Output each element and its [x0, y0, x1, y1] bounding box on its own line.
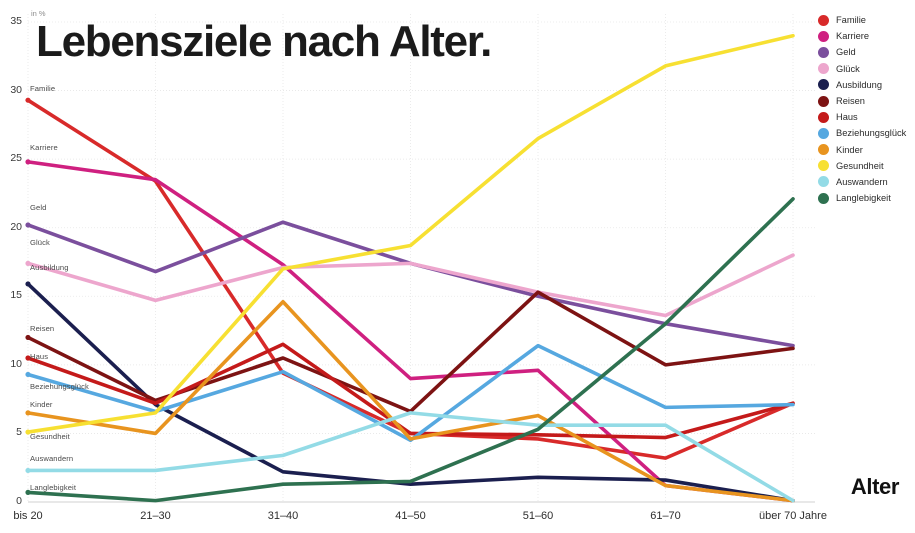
legend-color-swatch-icon	[818, 176, 829, 188]
legend-color-swatch-icon	[818, 111, 829, 123]
inline-series-label: Ausbildung	[30, 263, 69, 272]
legend-color-swatch-icon	[818, 192, 829, 204]
legend-item[interactable]: Auswandern	[818, 174, 906, 190]
legend-color-swatch-icon	[818, 95, 829, 107]
x-axis-tick-label: 51–60	[522, 510, 554, 522]
legend-item[interactable]: Karriere	[818, 28, 906, 44]
legend-color-swatch-icon	[818, 30, 829, 42]
y-axis-tick-label: 15	[10, 289, 22, 302]
x-axis-tick-label: 21–30	[140, 510, 171, 522]
x-gridlines	[27, 14, 815, 503]
y-axis-tick-label: 35	[10, 15, 22, 27]
x-axis-tick-label: 31–40	[267, 510, 299, 522]
legend-item-label: Langlebigkeit	[836, 193, 891, 204]
legend-item[interactable]: Langlebigkeit	[818, 190, 906, 206]
inline-series-label: Beziehungsglück	[30, 382, 89, 391]
legend-item-label: Glück	[836, 63, 860, 74]
inline-series-label: Haus	[30, 352, 49, 361]
y-axis-tick-label: 30	[10, 83, 22, 96]
y-axis-tick-label: 5	[16, 426, 22, 439]
legend-item-label: Geld	[836, 47, 856, 58]
legend-item[interactable]: Kinder	[818, 142, 906, 158]
inline-series-label: Karriere	[30, 143, 58, 152]
y-axis-tick-label: 25	[10, 152, 22, 165]
legend-color-swatch-icon	[818, 79, 829, 91]
legend-item-label: Haus	[836, 112, 858, 123]
legend-item[interactable]: Gesundheit	[818, 158, 906, 174]
inline-series-label: Kinder	[30, 400, 53, 409]
legend-item[interactable]: Familie	[818, 12, 906, 28]
legend-item-label: Auswandern	[836, 176, 888, 187]
x-axis-tick-label: 41–50	[395, 510, 426, 522]
legend-item[interactable]: Glück	[818, 61, 906, 77]
legend-item-label: Gesundheit	[836, 160, 884, 171]
series-lines	[26, 33, 795, 503]
legend-color-swatch-icon	[818, 46, 829, 58]
page-title: Lebensziele nach Alter.	[36, 17, 492, 66]
y-axis-tick-label: 20	[10, 220, 22, 233]
x-axis-tick-label: über 70 Jahre	[759, 510, 827, 522]
legend: Familie Karriere Geld Glück Ausbildung Reisen…	[818, 12, 906, 206]
legend-item-label: Ausbildung	[836, 79, 883, 90]
legend-item[interactable]: Ausbildung	[818, 77, 906, 93]
series-start-dots	[25, 97, 31, 495]
inline-series-label: Gesundheit	[30, 432, 70, 441]
legend-color-swatch-icon	[818, 160, 829, 172]
legend-color-swatch-icon	[818, 144, 829, 156]
legend-color-swatch-icon	[818, 63, 829, 75]
inline-series-label: Geld	[30, 203, 47, 212]
legend-item-label: Karriere	[836, 31, 870, 42]
legend-item-label: Beziehungsglück	[836, 128, 907, 139]
x-axis-tick-label: bis 20	[13, 510, 43, 522]
inline-series-label: Familie	[30, 84, 56, 93]
legend-item[interactable]: Haus	[818, 109, 906, 125]
x-axis-title: Alter	[850, 474, 900, 499]
inline-series-label: Langlebigkeit	[30, 483, 77, 492]
legend-item[interactable]: Geld	[818, 44, 906, 60]
legend-item-label: Kinder	[836, 144, 863, 155]
y-axis-tick-label: 0	[16, 495, 22, 507]
legend-item-label: Reisen	[836, 96, 865, 107]
inline-series-label: Auswandern	[30, 454, 74, 463]
legend-color-swatch-icon	[818, 14, 829, 26]
y-axis-tick-label: 10	[10, 357, 22, 370]
legend-color-swatch-icon	[818, 127, 829, 139]
inline-series-label: Reisen	[30, 324, 55, 333]
legend-item[interactable]: Reisen	[818, 93, 906, 109]
x-axis-tick-label: 61–70	[650, 510, 681, 522]
inline-series-label: Glück	[30, 238, 50, 247]
legend-item[interactable]: Beziehungsglück	[818, 125, 906, 141]
legend-item-label: Familie	[836, 15, 866, 26]
y-axis-unit-label: in %	[31, 9, 46, 18]
